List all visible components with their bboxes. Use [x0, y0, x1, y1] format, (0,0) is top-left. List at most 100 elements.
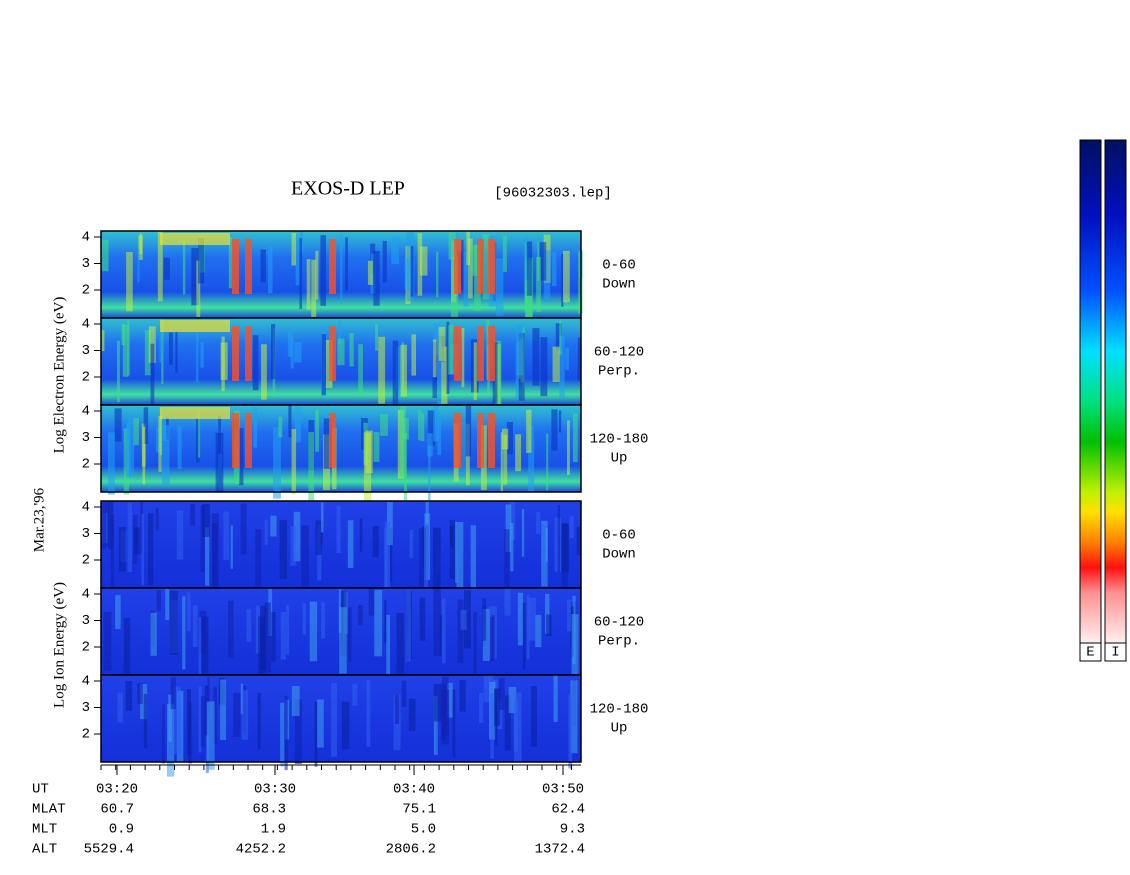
spectrogram-streak — [372, 526, 379, 558]
spectrogram-streak — [116, 340, 120, 403]
spectrogram-streak — [228, 237, 233, 289]
row-value: 68.3 — [252, 802, 286, 818]
spectrogram-streak — [536, 512, 541, 534]
row-value: 03:30 — [254, 782, 296, 798]
spectrogram-streak — [290, 335, 294, 369]
spectrogram-streak — [477, 326, 484, 381]
spectrogram-streak — [504, 588, 511, 616]
spectrogram-streak — [329, 413, 336, 468]
spectrogram-streak — [285, 605, 290, 655]
spectrogram-streak — [535, 614, 542, 648]
spectrogram-streak — [459, 680, 466, 712]
spectrogram-streak — [320, 520, 323, 545]
spectrogram-streak — [329, 239, 336, 294]
spectrogram-streak — [457, 599, 464, 663]
spectrogram-streak — [437, 418, 442, 456]
spectrogram-streak — [255, 605, 261, 654]
row-value: 2806.2 — [386, 842, 436, 858]
spectrogram-streak — [117, 692, 123, 723]
spectrogram-streak — [391, 236, 400, 265]
spectrogram-streak — [436, 251, 439, 298]
spectrogram-streak — [338, 589, 342, 633]
spectrogram-streak — [494, 340, 502, 415]
spectrogram-streak — [490, 693, 494, 759]
spectrogram-streak — [321, 334, 326, 396]
spectrogram-streak — [541, 520, 548, 587]
spectrogram-streak — [392, 340, 399, 404]
spectrogram-streak — [294, 699, 302, 765]
spectrogram-streak — [101, 502, 107, 549]
axis-label: Log Electron Energy (eV) — [51, 297, 67, 454]
spectrogram-streak — [566, 599, 572, 632]
y-tick-label: 2 — [82, 640, 90, 656]
spectrogram-streak — [320, 235, 326, 306]
direction: Down — [602, 547, 636, 563]
spectrogram-streak — [232, 326, 239, 381]
spectrogram-streak — [568, 694, 573, 769]
row-value: 62.4 — [551, 802, 585, 818]
spectrogram-streak — [321, 602, 326, 639]
spectrogram-streak — [352, 683, 358, 706]
spectrogram-streak — [162, 425, 170, 486]
spectrogram-streak — [345, 237, 348, 291]
spectrogram-streak — [373, 250, 380, 306]
spectrogram-streak — [488, 413, 495, 468]
row-value: 5529.4 — [84, 842, 134, 858]
root: EXOS-D LEP [96032303.lep] Mar.23,'96 Log El… — [31, 139, 1127, 858]
spectrogram-streak — [287, 329, 292, 357]
spectrogram-streak — [142, 426, 146, 485]
spectrogram-streak — [245, 326, 252, 381]
row-value: 5.0 — [411, 822, 436, 838]
spectrogram-streak — [479, 692, 484, 723]
spectrogram-streak — [299, 238, 303, 309]
angle-range: 0-60 — [602, 258, 636, 274]
spectrogram-streak — [168, 332, 173, 365]
spectrogram-streak — [339, 607, 347, 674]
spectrogram-streak — [367, 260, 373, 285]
spectrogram-streak — [562, 250, 570, 303]
spectrogram-streak — [403, 418, 409, 440]
row-value: 03:50 — [542, 782, 584, 798]
spectrogram-streak — [198, 686, 202, 753]
spectrogram-streak — [482, 608, 490, 661]
spectrogram-streak — [309, 601, 318, 662]
spectrogram-streak — [340, 234, 343, 305]
spectrogram-streak — [521, 509, 525, 557]
color-bar-box — [1104, 642, 1127, 662]
spectrogram-streak — [347, 520, 354, 568]
y-tick-label: 2 — [82, 727, 90, 743]
spectrogram-streak — [366, 680, 371, 747]
spectrogram-streak — [506, 422, 513, 455]
spectrogram-streak — [488, 326, 495, 381]
color-bar-box — [1079, 642, 1102, 662]
spectrogram-streak — [357, 604, 363, 626]
spectrogram-streak — [295, 406, 301, 443]
spectrogram-streak — [437, 336, 442, 410]
spectrogram-streak — [419, 597, 426, 641]
spectrogram-streak — [503, 434, 508, 485]
row-value: 1.9 — [261, 822, 286, 838]
y-tick-label: 2 — [82, 553, 90, 569]
spectrogram-streak — [553, 675, 558, 723]
spectrogram-streak — [555, 323, 562, 350]
spectrogram-streak — [468, 238, 473, 299]
spectrogram-streak — [486, 319, 490, 380]
spectrogram-streak — [540, 337, 548, 397]
spectrogram-streak — [504, 529, 510, 603]
spectrogram-streak — [144, 330, 151, 376]
spectrogram-streak — [341, 701, 350, 750]
spectrogram-streak — [204, 685, 209, 736]
y-tick-label: 4 — [82, 404, 90, 420]
spectrogram-streak — [218, 415, 222, 454]
spectrogram-streak — [420, 413, 425, 441]
spectrogram-streak — [200, 696, 206, 747]
spectrogram-streak — [390, 527, 393, 583]
spectrogram-streak — [384, 599, 387, 644]
spectrogram-streak — [433, 405, 439, 442]
spectrogram-streak — [401, 680, 407, 707]
spectrogram-streak — [498, 677, 505, 710]
spectrogram-streak — [405, 590, 411, 662]
spectrogram-streak — [241, 689, 249, 740]
direction: Perp. — [598, 634, 640, 650]
